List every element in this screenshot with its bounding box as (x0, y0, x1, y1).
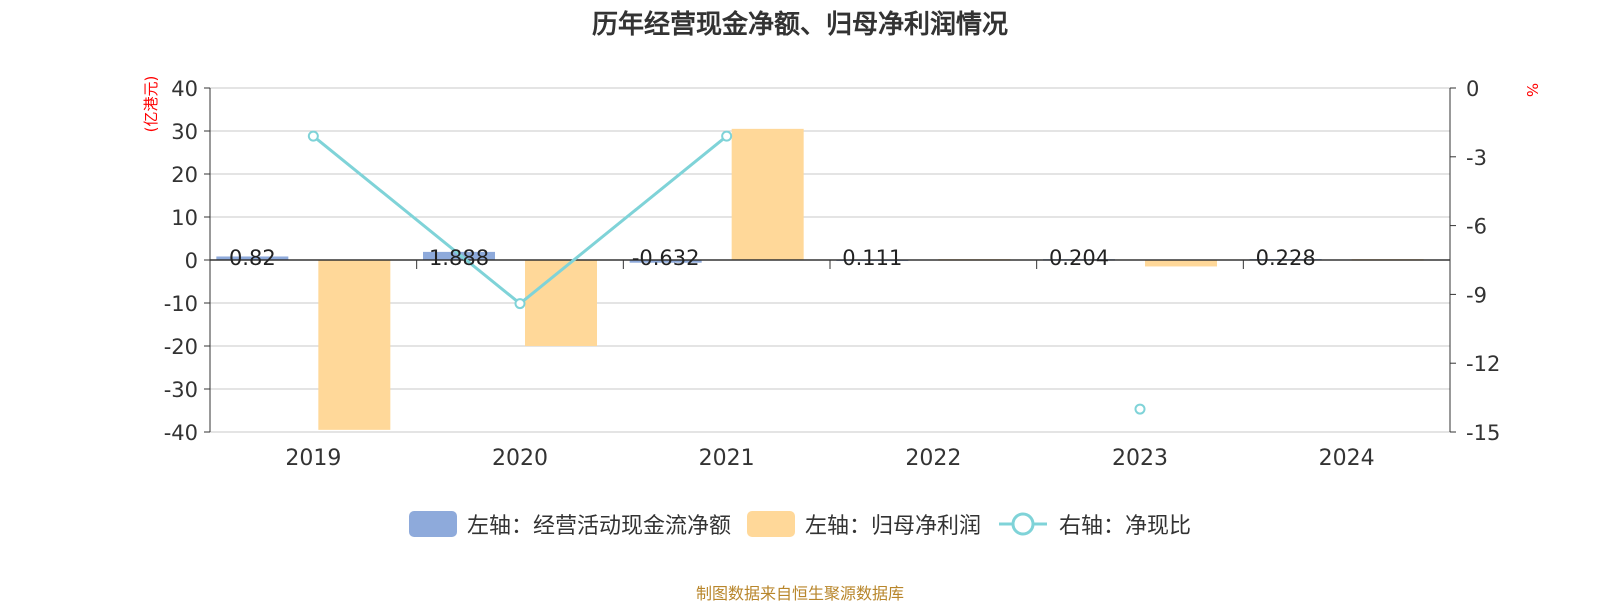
legend-swatch-cashflow (408, 511, 457, 537)
left-axis-tick-label: 10 (171, 206, 198, 230)
right-axis-tick-label: -9 (1466, 283, 1487, 307)
legend-item-ratio[interactable]: 右轴：净现比 (997, 508, 1191, 540)
left-axis-tick-label: 30 (171, 120, 198, 144)
x-axis-label: 2020 (492, 446, 548, 471)
data-labels: 0.82 1.888 -0.632 0.111 0.204 0.228 (229, 246, 1316, 270)
cashflow-data-label: 0.204 (1049, 246, 1109, 270)
left-axis-tick-label: -10 (164, 292, 198, 316)
x-axis-label: 2023 (1112, 446, 1168, 471)
chart-title: 历年经营现金净额、归母净利润情况 (591, 10, 1008, 40)
cashflow-data-label: 0.111 (842, 246, 902, 270)
x-axis-label: 2022 (905, 446, 961, 471)
right-axis-tick-label: 0 (1466, 77, 1479, 101)
ratio-line (307, 130, 1146, 415)
net-profit-bar (1145, 260, 1217, 267)
net-profit-bar (318, 260, 391, 430)
cashflow-data-label: 1.888 (429, 246, 489, 270)
legend: 左轴：经营活动现金流净额 左轴：归母净利润 右轴：净现比 (0, 508, 1600, 540)
right-axis-tick-label: -12 (1466, 352, 1500, 376)
legend-label-net-profit: 左轴：归母净利润 (804, 514, 981, 539)
cashflow-data-label: 0.82 (229, 246, 276, 270)
x-axis-label: 2024 (1319, 446, 1375, 471)
net-profit-bar (731, 128, 804, 260)
left-axis-tick-label: -20 (164, 335, 198, 359)
source-note: 制图数据来自恒生聚源数据库 (695, 584, 904, 603)
ratio-point (514, 298, 526, 310)
right-axis-tick-label: -6 (1466, 215, 1487, 239)
cashflow-bar (629, 260, 702, 263)
left-axis-tick-label: 40 (171, 77, 198, 101)
left-axis-tick-label: -40 (164, 421, 198, 445)
cashflow-bar (216, 256, 289, 260)
net-profit-bar (525, 260, 597, 346)
ratio-point (721, 130, 733, 142)
legend-line-marker-icon (999, 512, 1047, 536)
right-axis-unit: % (1523, 83, 1541, 97)
axes: 40 30 20 10 0 -10 -20 -30 -40 0 -3 -6 -9 -12 -15 2019 20… (164, 77, 1501, 471)
cashflow-data-label: -0.632 (632, 246, 700, 270)
x-axis-label: 2019 (285, 446, 341, 471)
left-axis-tick-label: 0 (185, 249, 198, 273)
cashflow-data-label: 0.228 (1256, 246, 1316, 270)
legend-swatch-net-profit (746, 511, 795, 537)
left-axis-tick-label: 20 (171, 163, 198, 187)
right-axis-tick-label: -3 (1466, 146, 1487, 170)
ratio-point (1134, 403, 1146, 415)
ratio-point (307, 130, 319, 142)
legend-label-cashflow: 左轴：经营活动现金流净额 (466, 514, 731, 539)
legend-item-net-profit[interactable]: 左轴：归母净利润 (746, 508, 981, 540)
grid-lines (210, 87, 1450, 433)
legend-label-ratio: 右轴：净现比 (1059, 514, 1192, 539)
x-axis-label: 2021 (699, 446, 755, 471)
legend-item-cashflow[interactable]: 左轴：经营活动现金流净额 (408, 508, 731, 540)
right-axis-tick-label: -15 (1466, 421, 1500, 445)
left-axis-tick-label: -30 (164, 378, 198, 402)
left-axis-unit: (亿港元) (142, 76, 160, 133)
